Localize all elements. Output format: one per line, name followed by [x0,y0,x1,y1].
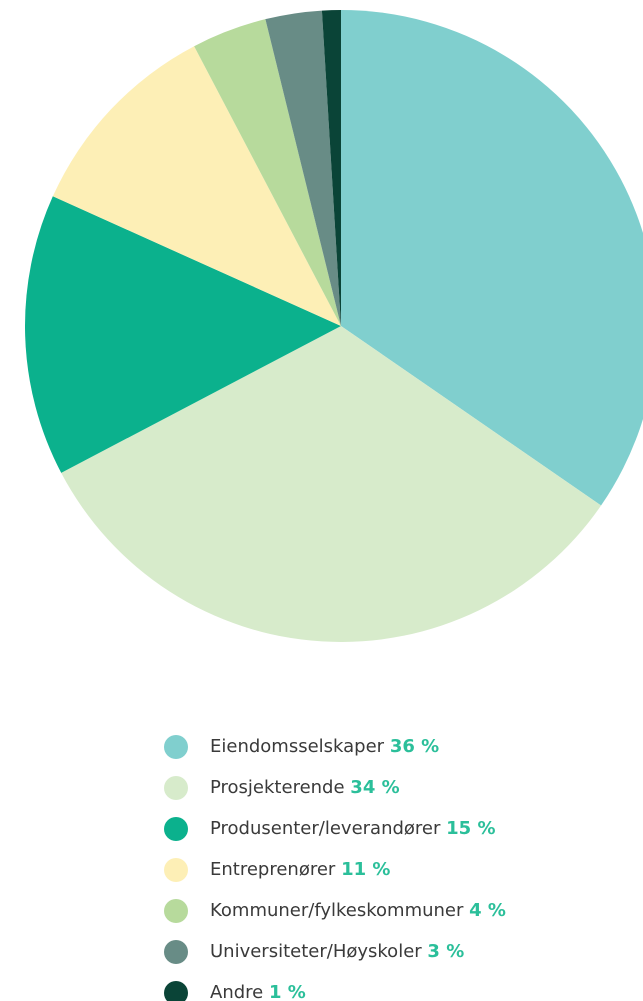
pie-slice [24,196,341,473]
legend-name: Andre [210,982,263,1001]
legend-swatch [164,817,188,841]
legend-value: 36 % [390,736,439,757]
legend-name: Universiteter/Høyskoler [210,941,422,962]
legend-value: 1 % [269,982,306,1001]
pie-slice [341,10,643,506]
legend-label: Prosjekterende 34 % [210,777,400,798]
legend-swatch [164,735,188,759]
pie-slice [52,46,341,327]
legend-name: Eiendomsselskaper [210,736,385,757]
legend-swatch [164,940,188,964]
pie-slice [321,10,341,326]
legend-value: 15 % [446,818,495,839]
legend-name: Kommuner/fylkeskommuner [210,900,464,921]
pie-slice [265,10,341,326]
legend-swatch [164,776,188,800]
legend-name: Prosjekterende [210,777,345,798]
pie-slice [61,326,602,643]
legend-value: 4 % [469,900,506,921]
legend-swatch [164,899,188,923]
pie-slice [194,19,341,327]
legend-label: Entreprenører 11 % [210,859,390,880]
legend-name: Entreprenører [210,859,336,880]
legend-swatch [164,858,188,882]
legend-label: Eiendomsselskaper 36 % [210,736,439,757]
legend-value: 34 % [350,777,399,798]
legend-label: Universiteter/Høyskoler 3 % [210,941,464,962]
legend-swatch [164,981,188,1001]
legend-label: Produsenter/leverandører 15 % [210,818,496,839]
legend-name: Produsenter/leverandører [210,818,441,839]
legend-label: Kommuner/fylkeskommuner 4 % [210,900,506,921]
legend-value: 11 % [341,859,390,880]
legend-value: 3 % [427,941,464,962]
legend-label: Andre 1 % [210,982,306,1001]
